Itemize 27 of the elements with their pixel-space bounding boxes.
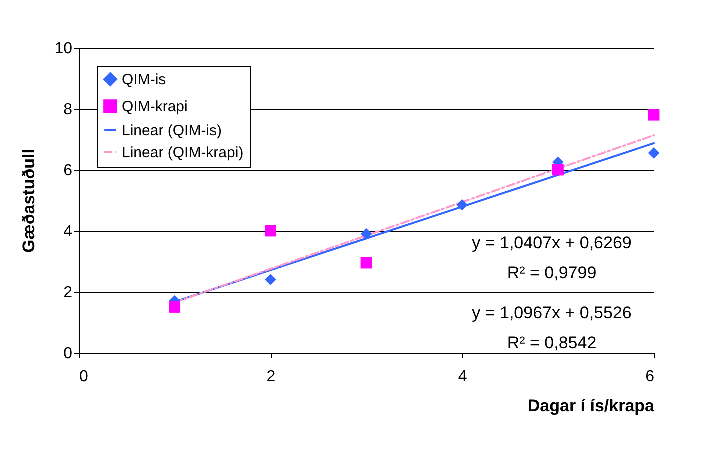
x-tick-label: 0	[80, 368, 88, 386]
x-tick-label: 4	[458, 368, 468, 386]
y-tick-label: 10	[54, 40, 73, 58]
legend-label: Linear (QIM-is)	[122, 122, 222, 140]
point	[552, 164, 564, 176]
point	[264, 225, 276, 237]
y-axis-title: Gæðastuðull	[20, 149, 39, 253]
point	[169, 302, 181, 313]
annotation: y = 1,0967x + 0,5526 R² = 0,8542	[472, 304, 632, 353]
legend-label: Linear (QIM-krapi)	[122, 144, 244, 162]
point	[456, 199, 468, 211]
point	[648, 148, 660, 159]
annotation: y = 1,0407x + 0,6269 R² = 0,9799	[472, 234, 632, 283]
x-axis-title: Dagar í ís/krapa	[528, 396, 656, 416]
point	[648, 109, 660, 121]
y-tick-label: 2	[64, 284, 73, 302]
x-tick-label: 6	[646, 368, 655, 386]
y-tick-label: 6	[64, 162, 73, 180]
y-tick-label: 8	[64, 102, 73, 118]
point	[360, 228, 372, 240]
x-tick-label: 2	[266, 368, 276, 386]
y-tick-label: 4	[64, 224, 73, 240]
point	[360, 257, 372, 269]
y-tick-label: 0	[64, 346, 73, 362]
point	[264, 274, 276, 286]
legend-label: QIM-krapi	[122, 98, 188, 116]
legend-label: QIM-is	[122, 72, 166, 88]
